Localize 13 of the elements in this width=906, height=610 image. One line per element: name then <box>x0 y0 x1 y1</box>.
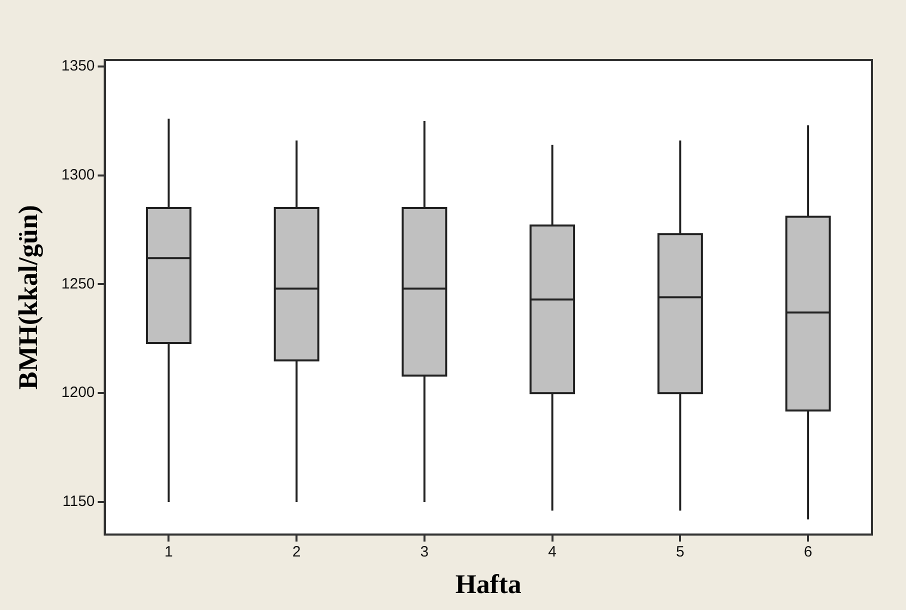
y-tick-label: 1350 <box>61 58 95 75</box>
x-tick-label: 2 <box>292 544 301 561</box>
x-tick-label: 4 <box>548 544 556 561</box>
x-tick-label: 1 <box>164 544 173 561</box>
x-tick-label: 6 <box>804 544 812 561</box>
x-axis-title: Hafta <box>455 568 522 599</box>
x-tick-label: 3 <box>420 544 429 561</box>
y-tick-label: 1300 <box>61 166 95 184</box>
y-axis-title: BMH(kkal/gün) <box>13 205 44 390</box>
y-tick-label: 1250 <box>61 275 95 292</box>
y-tick-label: 1150 <box>62 493 95 510</box>
y-tick-label: 1200 <box>61 384 95 402</box>
x-tick-label: 5 <box>676 544 684 561</box>
